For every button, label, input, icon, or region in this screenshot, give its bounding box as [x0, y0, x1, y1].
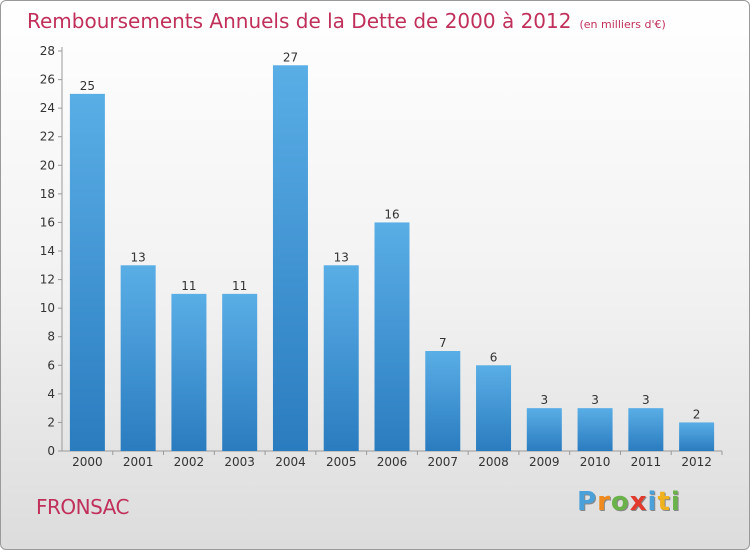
data-label: 3 [591, 393, 599, 407]
data-label: 2 [693, 407, 701, 421]
data-label: 3 [540, 393, 548, 407]
y-tick-label: 26 [40, 73, 55, 87]
bar [171, 293, 207, 451]
data-label: 27 [283, 50, 298, 64]
y-tick-label: 2 [47, 415, 55, 429]
x-tick-label: 2003 [224, 455, 255, 469]
x-tick-label: 2009 [529, 455, 560, 469]
bar [69, 93, 105, 451]
y-tick-label: 22 [40, 130, 55, 144]
y-tick-label: 12 [40, 273, 55, 287]
y-tick-label: 20 [40, 158, 55, 172]
logo-letter: r [597, 487, 611, 517]
chart-title: Remboursements Annuels de la Dette de 20… [27, 9, 666, 33]
x-tick-label: 2001 [123, 455, 154, 469]
bar [526, 408, 562, 451]
data-label: 13 [334, 250, 349, 264]
bar [272, 65, 308, 452]
chart-subtitle: (en milliers d'€) [579, 18, 666, 31]
y-tick-label: 0 [47, 444, 55, 458]
y-tick-label: 18 [40, 187, 55, 201]
logo-letter: P [577, 487, 598, 517]
data-label: 3 [642, 393, 650, 407]
bar [374, 222, 410, 451]
data-labels: 25 13 11 11 27 13 16 7 6 3 3 3 2 [80, 50, 701, 421]
y-tick-label: 24 [40, 101, 55, 115]
data-label: 11 [181, 279, 196, 293]
x-tick-label: 2011 [631, 455, 662, 469]
logo-letter: x [629, 487, 648, 517]
bar [476, 365, 512, 451]
proxiti-logo: Proxiti [577, 487, 681, 517]
x-tick-label: 2007 [427, 455, 458, 469]
y-tick-label: 16 [40, 215, 55, 229]
bar [222, 293, 258, 451]
data-label: 25 [80, 79, 95, 93]
y-tick-label: 10 [40, 301, 55, 315]
logo-letter: t [657, 487, 671, 517]
bar [425, 351, 461, 451]
bar [323, 265, 359, 451]
bar [628, 408, 664, 451]
logo-letter: i [670, 487, 681, 517]
data-label: 6 [490, 350, 498, 364]
x-tick-label: 2010 [580, 455, 611, 469]
data-label: 7 [439, 336, 447, 350]
x-tick-label: 2006 [377, 455, 408, 469]
bar [577, 408, 613, 451]
y-tick-label: 4 [47, 387, 55, 401]
data-label: 11 [232, 279, 247, 293]
y-tick-label: 28 [40, 44, 55, 58]
chart-title-text: Remboursements Annuels de la Dette de 20… [27, 9, 572, 33]
data-label: 13 [131, 250, 146, 264]
y-tick-label: 6 [47, 358, 55, 372]
bars [69, 65, 715, 452]
x-tick-label: 2005 [326, 455, 357, 469]
bar [120, 265, 156, 451]
commune-name: FRONSAC [36, 495, 129, 519]
x-tick-label: 2002 [174, 455, 205, 469]
bar [679, 422, 715, 451]
y-tick-label: 8 [47, 330, 55, 344]
data-label: 16 [384, 207, 399, 221]
x-tick-label: 2008 [478, 455, 509, 469]
logo-letter: i [647, 487, 658, 517]
y-tick-label: 14 [40, 244, 55, 258]
x-tick-label: 2004 [275, 455, 306, 469]
x-tick-label: 2012 [681, 455, 712, 469]
logo-letter: o [610, 487, 630, 517]
x-tick-label: 2000 [72, 455, 103, 469]
